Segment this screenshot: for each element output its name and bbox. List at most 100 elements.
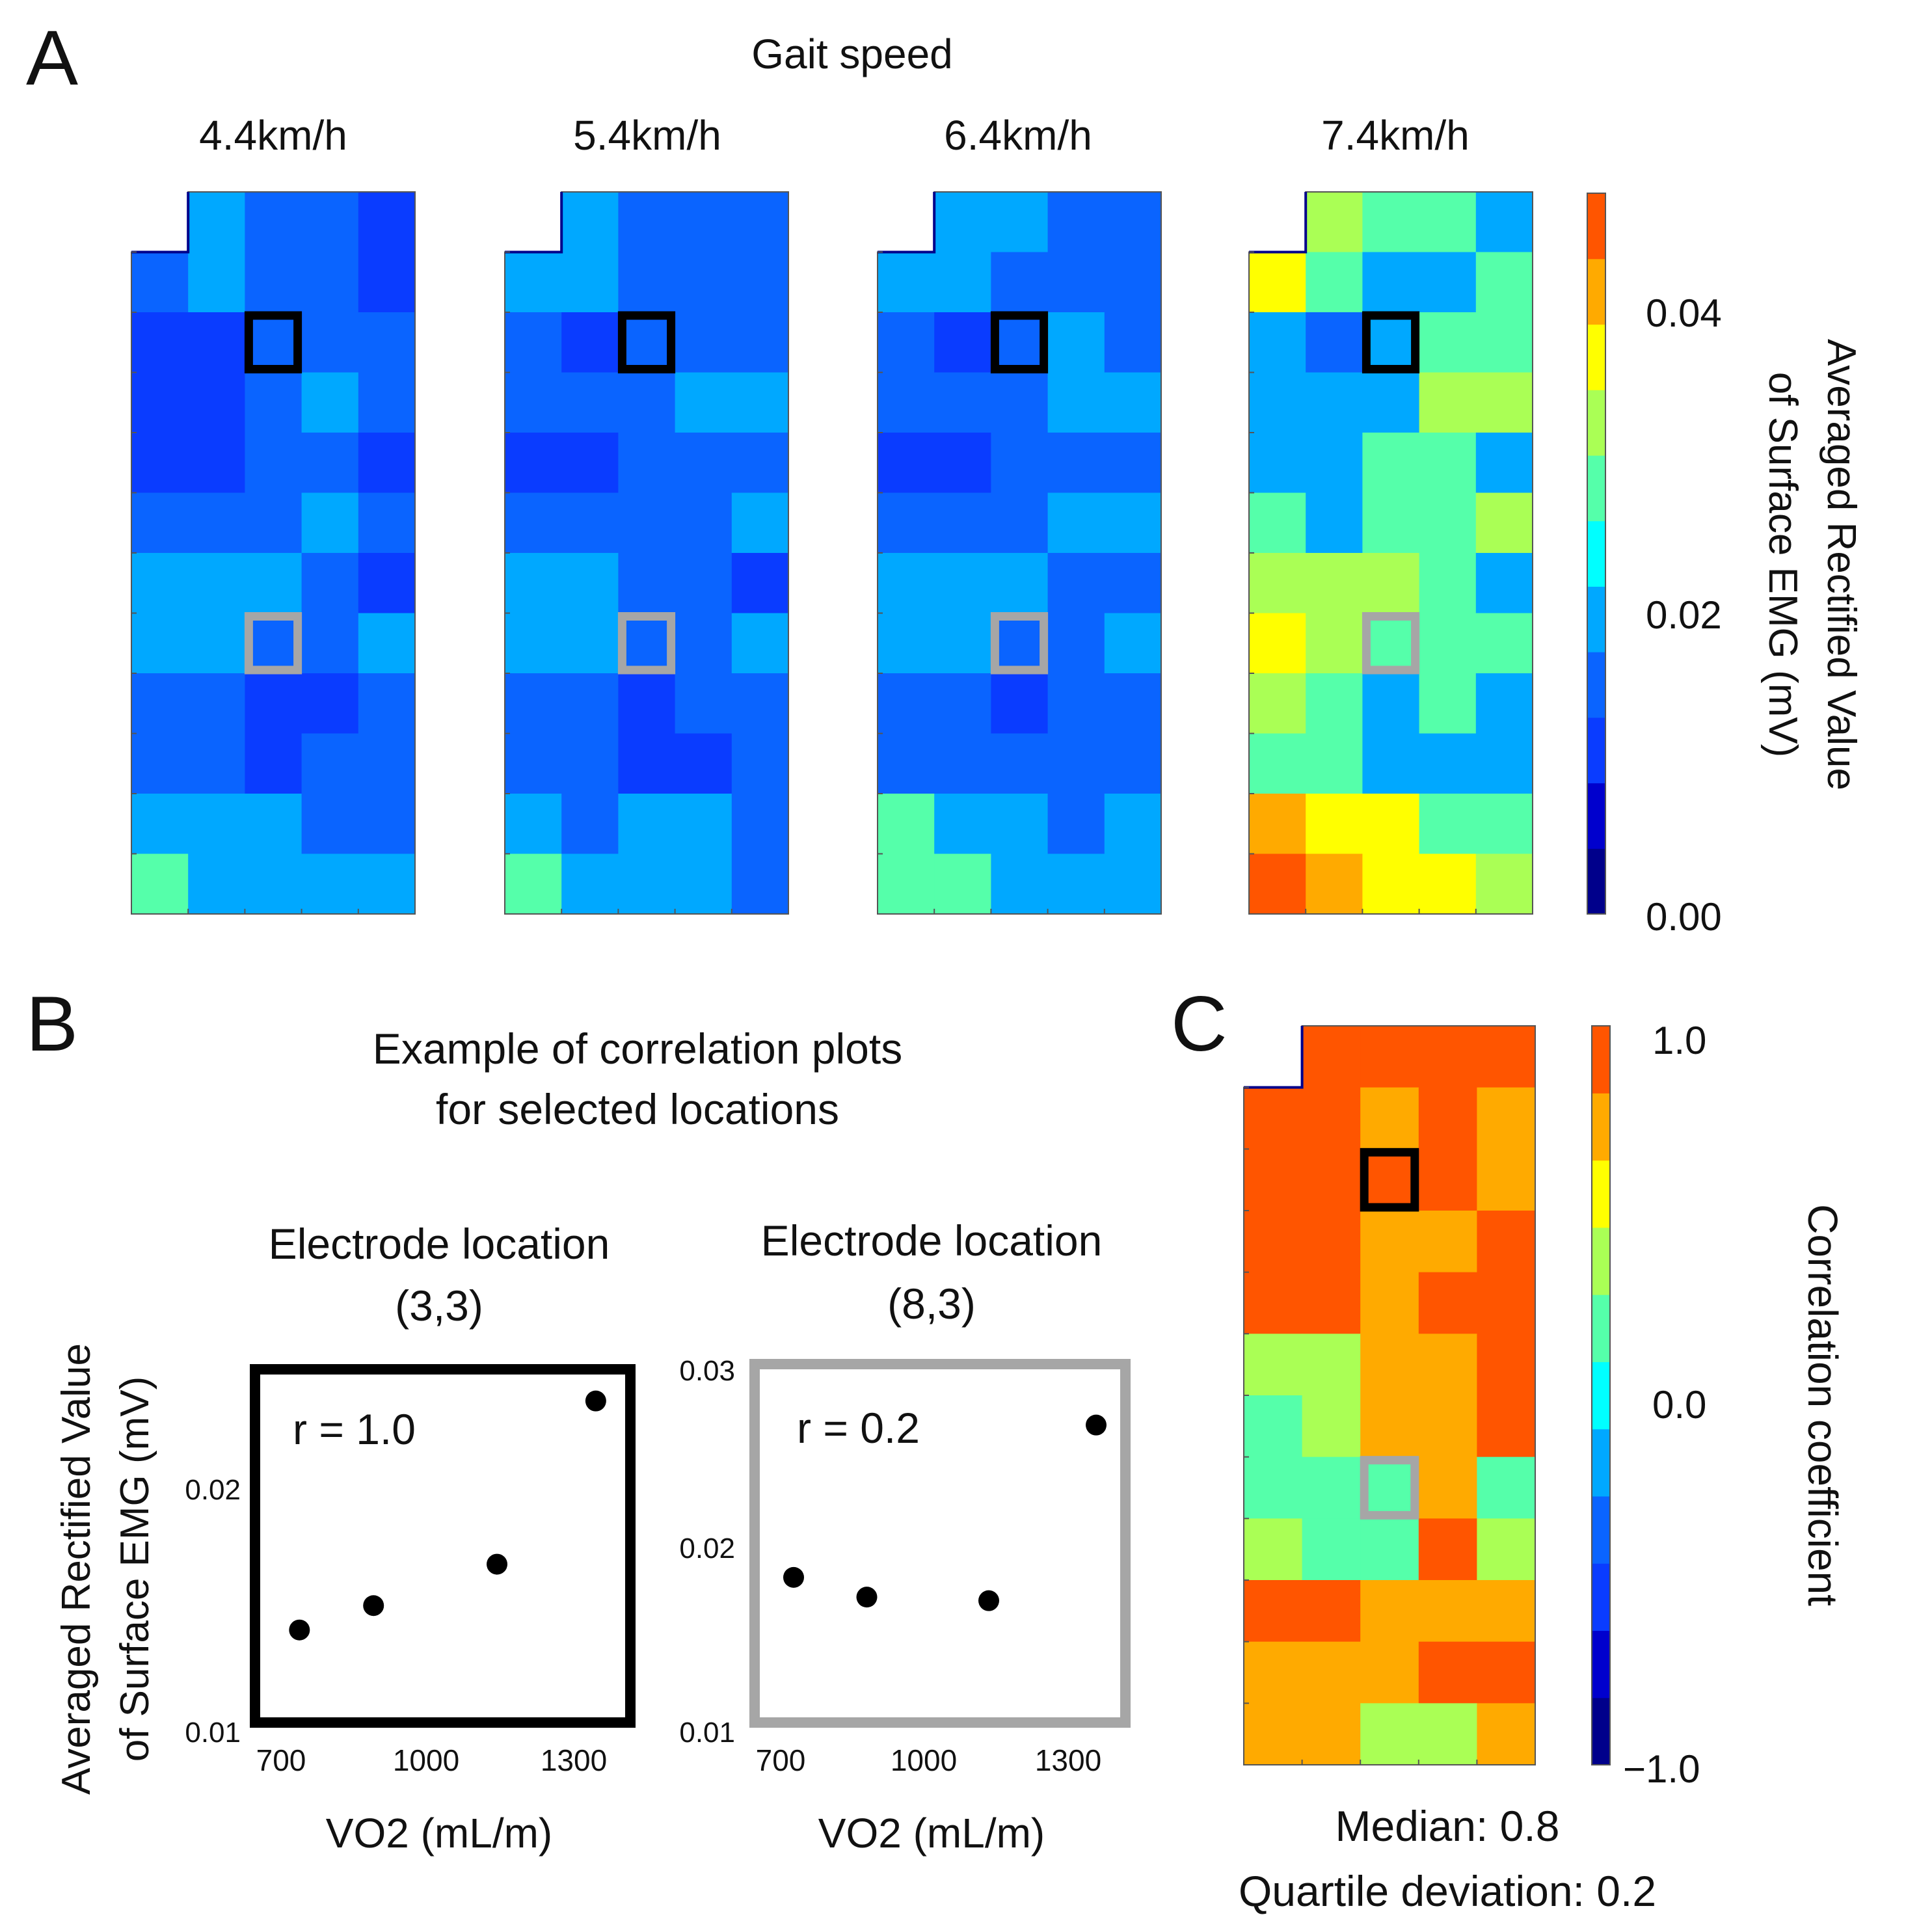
- heatmap-cell: [1475, 613, 1533, 674]
- heatmap-cell: [1475, 433, 1533, 494]
- heatmap-cell: [358, 372, 416, 433]
- plot2-ytick: 0.02: [679, 1533, 735, 1564]
- selected-electrode-3-3-box: [617, 311, 676, 373]
- heatmap-cell: [245, 492, 302, 554]
- heatmap-cell: [561, 372, 619, 433]
- heatmap-cell: [1047, 853, 1105, 915]
- heatmap-cell: [878, 853, 935, 915]
- heatmap-cell: [1104, 252, 1162, 313]
- heatmap-cell: [505, 794, 562, 855]
- heatmap-cell: [1362, 492, 1420, 554]
- heatmap-cell: [561, 252, 619, 313]
- heatmap-cell: [1360, 1641, 1419, 1704]
- plot1-ytick: 0.01: [185, 1717, 241, 1749]
- heatmap-cell: [358, 673, 416, 734]
- heatmap-cell: [1306, 252, 1363, 313]
- heatmap-cell: [1475, 853, 1533, 915]
- heatmap-cell: [131, 433, 189, 494]
- heatmap-cell: [245, 372, 302, 433]
- heatmap-cell: [1477, 1211, 1536, 1273]
- heatmap-cell: [1418, 1395, 1477, 1458]
- emg-colorbar-label-line1: Averaged Rectified Value: [1819, 339, 1864, 790]
- corr-colorbar-label: Correlation coefficient: [1799, 1204, 1846, 1606]
- heatmap-missing-edge: [1244, 1026, 1304, 1089]
- heatmap-cell: [1249, 553, 1306, 614]
- heatmap-cell: [245, 192, 302, 253]
- heatmap-cell: [1419, 794, 1477, 855]
- heatmap-cell: [934, 433, 991, 494]
- plot2-xtick: 1300: [1035, 1743, 1101, 1777]
- heatmap-cell: [675, 794, 732, 855]
- heatmap-cell: [1475, 192, 1533, 253]
- heatmap-cell: [301, 492, 359, 554]
- heatmap-cell: [1249, 492, 1306, 554]
- heatmap-cell: [1360, 1211, 1419, 1273]
- speed-label-3: 6.4km/h: [944, 112, 1092, 159]
- heatmap-cell: [1362, 613, 1420, 674]
- heatmap-cell: [618, 372, 676, 433]
- heatmap-cell: [301, 613, 359, 674]
- heatmap-cell: [1249, 613, 1306, 674]
- heatmap-cell: [1360, 1026, 1419, 1088]
- heatmap-cell: [1475, 553, 1533, 614]
- heatmap-cell: [1306, 733, 1363, 794]
- colorbar-segment: [1592, 1563, 1610, 1631]
- heatmap-cell: [1302, 1703, 1361, 1765]
- heatmap-cell: [561, 613, 619, 674]
- heatmap-cell: [991, 372, 1049, 433]
- heatmap-cell: [1249, 372, 1306, 433]
- heatmap-cell: [1477, 1456, 1536, 1519]
- heatmap-cell: [301, 794, 359, 855]
- colorbar-segment: [1592, 1295, 1610, 1362]
- colorbar-segment: [1592, 1429, 1610, 1497]
- selected-electrode-3-3-box: [1362, 311, 1420, 373]
- heatmap-cell: [1418, 1456, 1477, 1519]
- heatmap-cell: [131, 794, 189, 855]
- heatmap-cell: [1362, 372, 1420, 433]
- heatmap-cell: [1418, 1334, 1477, 1396]
- heatmap-cell: [1306, 492, 1363, 554]
- heatmap-cell: [1047, 794, 1105, 855]
- heatmap-cell: [1047, 252, 1105, 313]
- heatmap-cell: [1244, 1456, 1303, 1519]
- colorbar-segment: [1587, 193, 1605, 260]
- heatmap-cell: [1104, 733, 1162, 794]
- colorbar-segment: [1592, 1697, 1610, 1765]
- heatmap-cell: [1418, 1211, 1477, 1273]
- heatmap-cell: [731, 372, 789, 433]
- heatmap-cell: [505, 252, 562, 313]
- heatmap-cell: [1419, 252, 1477, 313]
- scatter-plot-8-3: [749, 1359, 1131, 1728]
- heatmap-cell: [618, 312, 676, 373]
- data-point: [978, 1590, 999, 1611]
- heatmap-cell: [1362, 312, 1420, 373]
- heatmap-cell: [1360, 1395, 1419, 1458]
- heatmap-cell: [188, 733, 245, 794]
- plot2-ytick: 0.01: [679, 1717, 735, 1749]
- heatmap-cell: [1360, 1456, 1419, 1519]
- heatmap-cell: [1104, 673, 1162, 734]
- heatmap-cell: [878, 433, 935, 494]
- heatmap-cell: [358, 433, 416, 494]
- heatmap-cell: [358, 853, 416, 915]
- scatter-plot-3-3: [250, 1364, 636, 1728]
- heatmap-cell: [991, 733, 1049, 794]
- colorbar-segment: [1592, 1362, 1610, 1430]
- heatmap-cell: [1047, 312, 1105, 373]
- heatmap-cell: [188, 433, 245, 494]
- heatmap-cell: [731, 192, 789, 253]
- heatmap-cell: [934, 553, 991, 614]
- heatmap-cell: [1362, 433, 1420, 494]
- heatmap-cell: [188, 794, 245, 855]
- heatmap-cell: [1306, 372, 1363, 433]
- heatmap-cell: [991, 553, 1049, 614]
- heatmap-cell: [878, 794, 935, 855]
- heatmap-cell: [878, 553, 935, 614]
- heatmap-cell: [1419, 312, 1477, 373]
- heatmap-cell: [731, 733, 789, 794]
- heatmap-cell: [505, 733, 562, 794]
- speed-label-2: 5.4km/h: [573, 112, 721, 159]
- heatmap-cell: [1418, 1641, 1477, 1704]
- selected-electrode-8-3-box: [990, 612, 1049, 675]
- heatmap-cell: [1047, 613, 1105, 674]
